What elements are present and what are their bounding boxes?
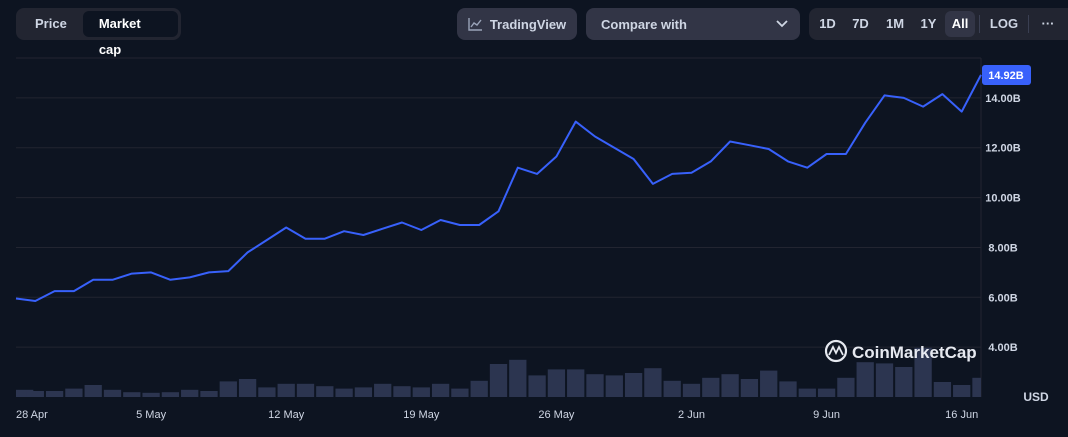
volume-bar: [219, 381, 237, 397]
range-divider: [979, 15, 980, 33]
range-all-button[interactable]: All: [945, 11, 975, 37]
volume-bar: [953, 385, 971, 397]
x-tick-label: 26 May: [538, 409, 575, 421]
x-tick-label: 28 Apr: [16, 409, 48, 421]
volume-bar: [624, 373, 643, 397]
current-value-badge: [982, 64, 1031, 85]
volume-bar: [856, 362, 874, 397]
compare-with-dropdown[interactable]: Compare with: [586, 8, 800, 40]
volume-bar: [547, 369, 566, 397]
x-tick-label: 12 May: [268, 409, 305, 421]
x-tick-label: 2 Jun: [678, 409, 705, 421]
volume-bar: [933, 382, 952, 397]
x-axis: 28 Apr 5 May 12 May 19 May 26 May 2 Jun 9 Jun 1…: [16, 409, 978, 421]
volume-bar: [16, 389, 34, 397]
volume-bar: [258, 387, 276, 397]
price-tab[interactable]: Price: [35, 16, 67, 31]
y-tick-label: 12.00B: [985, 143, 1021, 155]
range-1d-button[interactable]: 1D: [819, 16, 836, 31]
tradingview-button[interactable]: TradingView: [457, 8, 577, 40]
volume-bar: [374, 383, 392, 397]
y-tick-label: 4.00B: [988, 342, 1017, 354]
volume-bar: [181, 389, 199, 397]
y-tick-label: 10.00B: [985, 193, 1021, 205]
volume-bar: [238, 379, 257, 397]
volume-bar: [451, 388, 469, 397]
volume-bar: [760, 370, 778, 397]
volume-bar: [412, 387, 430, 397]
price-series: [15, 74, 982, 302]
y-axis: 4.00B 6.00B 8.00B 10.00B 12.00B 14.00B: [985, 93, 1021, 354]
range-1m-button[interactable]: 1M: [885, 16, 905, 31]
volume-bar: [837, 377, 855, 397]
volume-bar: [682, 383, 701, 397]
volume-bar: [702, 377, 720, 397]
y-tick-label: 6.00B: [988, 292, 1017, 304]
volume-bar: [914, 347, 932, 397]
volume-bar: [103, 389, 122, 397]
volume-bar: [142, 392, 160, 397]
volume-bar: [65, 388, 83, 397]
market-cap-tab[interactable]: Market cap: [82, 11, 178, 57]
coinmarketcap-watermark: CoinMarketCap: [824, 339, 977, 363]
volume-bars: [16, 347, 981, 397]
y-tick-label: 14.00B: [985, 93, 1021, 105]
volume-bar: [316, 386, 334, 397]
coinmarketcap-logo-icon: [824, 339, 848, 363]
volume-bar: [817, 388, 836, 397]
volume-bar: [84, 385, 102, 397]
volume-bar: [470, 380, 488, 397]
range-divider: [1028, 15, 1029, 33]
x-tick-label: 19 May: [403, 409, 440, 421]
volume-bar: [200, 391, 218, 397]
tradingview-label: TradingView: [489, 16, 567, 32]
volume-bar: [798, 388, 816, 397]
coinmarketcap-logo-mark: [828, 344, 844, 356]
time-range-selector: 1D 7D 1M 1Y All LOG ···: [809, 8, 1068, 40]
volume-bar: [586, 374, 604, 397]
volume-bar: [123, 392, 141, 397]
volume-bar: [489, 364, 508, 397]
volume-bar: [161, 392, 180, 397]
x-tick-label: 16 Jun: [945, 409, 978, 421]
volume-bar: [26, 391, 44, 397]
volume-bar: [528, 375, 546, 397]
volume-bar: [972, 377, 981, 397]
volume-bar: [721, 374, 739, 397]
chevron-down-icon: [776, 20, 788, 28]
y-unit-label: USD: [1023, 390, 1049, 404]
chart-line-icon: [468, 17, 482, 31]
volume-bar: [45, 391, 64, 397]
volume-bar: [335, 388, 353, 397]
volume-bar: [644, 368, 662, 397]
current-value-tag: 14.92B: [982, 64, 1031, 85]
volume-bar: [567, 369, 585, 397]
x-tick-label: 9 Jun: [813, 409, 840, 421]
volume-bar: [509, 359, 527, 397]
market-cap-line: [15, 74, 982, 302]
volume-bar: [354, 387, 373, 397]
volume-bar: [296, 383, 315, 397]
log-scale-button[interactable]: LOG: [989, 16, 1019, 31]
y-tick-label: 8.00B: [988, 242, 1017, 254]
volume-bar: [875, 363, 894, 397]
volume-bar: [740, 379, 759, 397]
volume-bar: [393, 386, 411, 397]
more-options-button[interactable]: ···: [1041, 16, 1055, 31]
volume-bar: [605, 375, 623, 397]
volume-bar: [277, 383, 295, 397]
volume-bar: [663, 380, 681, 397]
price-marketcap-toggle: Price Market cap: [16, 8, 181, 57]
volume-bar: [431, 383, 450, 397]
x-tick-label: 5 May: [136, 409, 166, 421]
volume-bar: [779, 381, 797, 397]
watermark-text: CoinMarketCap: [852, 343, 977, 362]
range-7d-button[interactable]: 7D: [852, 16, 869, 31]
current-value-label: 14.92B: [988, 70, 1024, 82]
chart-grid: [16, 57, 982, 397]
volume-bar: [895, 367, 913, 397]
range-1y-button[interactable]: 1Y: [920, 16, 937, 31]
compare-with-label: Compare with: [601, 16, 687, 32]
